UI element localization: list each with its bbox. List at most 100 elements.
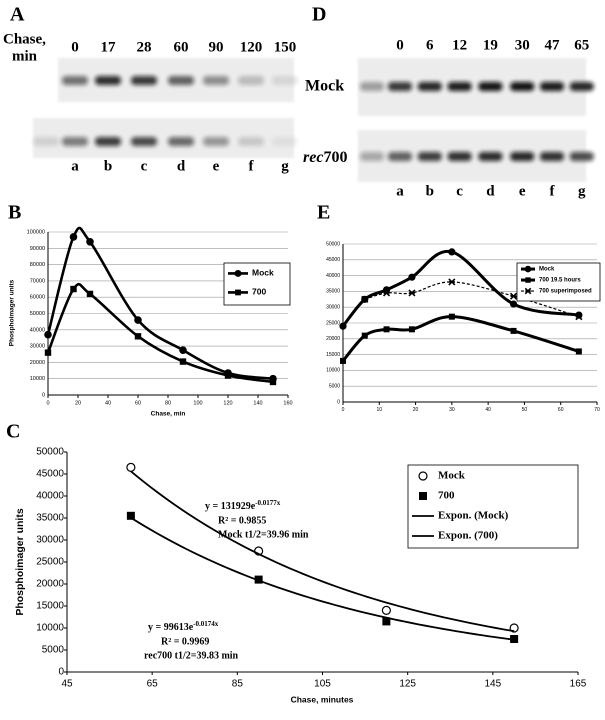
- point: [448, 278, 456, 286]
- gel-band: [447, 82, 472, 91]
- y-tick-label: 40000: [326, 273, 340, 279]
- equation: y = 131929e: [205, 501, 256, 512]
- legend-label: Mock: [438, 470, 466, 482]
- x-tick-label: 40: [105, 400, 111, 406]
- y-tick-label: 5000: [329, 384, 340, 390]
- lane-letter: b: [104, 158, 112, 174]
- x-tick-label: 60: [135, 400, 141, 406]
- lane-time: 0: [71, 39, 79, 55]
- point: [408, 273, 416, 281]
- y-tick-label: 20000: [30, 360, 45, 366]
- panel-letter: B: [8, 202, 21, 224]
- point: [575, 348, 582, 355]
- y-tick-label: 15000: [326, 352, 340, 358]
- x-tick-label: 165: [570, 679, 587, 690]
- gel-band: [131, 76, 157, 85]
- legend-marker: [234, 269, 242, 277]
- lane-time: 65: [574, 37, 589, 53]
- gel-band: [95, 76, 121, 85]
- panel-letter: A: [10, 4, 25, 26]
- x-tick-label: 70: [594, 407, 600, 413]
- lane-time: 6: [426, 37, 434, 53]
- legend-label: Expon. (Mock): [438, 510, 509, 522]
- lane-letter: a: [71, 158, 79, 174]
- x-axis-label: Chase, min: [151, 411, 186, 418]
- x-tick-label: 10: [377, 407, 383, 413]
- chase-label: min: [12, 48, 38, 64]
- x-tick-label: 160: [283, 400, 292, 406]
- point: [134, 316, 142, 324]
- y-tick-label: 30000: [30, 344, 45, 350]
- point: [510, 327, 517, 334]
- y-tick-label: 50000: [30, 311, 45, 317]
- legend-label: 700: [438, 490, 455, 502]
- lane-letter: c: [141, 158, 148, 174]
- y-tick-label: 50000: [326, 241, 340, 247]
- row-label-number: 700: [323, 149, 347, 166]
- y-tick-label: 30000: [36, 535, 64, 546]
- lane-time: 90: [209, 39, 224, 55]
- equation: y = 99613e: [148, 622, 194, 633]
- gel-band: [33, 137, 59, 146]
- y-tick-label: 35000: [326, 289, 340, 295]
- lane-letter: e: [519, 183, 526, 199]
- panel-letter: C: [6, 421, 20, 443]
- gel-band: [360, 82, 384, 91]
- annotation: R² = 0.9855: [218, 515, 266, 526]
- y-tick-label: 0: [42, 392, 45, 398]
- y-tick-label: 40000: [36, 491, 64, 502]
- gel-band: [360, 152, 384, 161]
- gel-band: [238, 76, 264, 85]
- y-tick-label: 10000: [30, 376, 45, 382]
- y-tick-label: 40000: [30, 327, 45, 333]
- gel-band: [540, 152, 564, 161]
- x-tick-label: 50: [522, 407, 528, 413]
- annotation: rec700 t1/2=39.83 min: [144, 650, 239, 661]
- lane-letter: d: [177, 158, 186, 174]
- y-tick-label: 25000: [36, 557, 64, 568]
- x-tick-label: 100: [193, 400, 202, 406]
- legend-marker: [418, 471, 428, 481]
- panel-letter: D: [312, 4, 326, 26]
- lane-time: 0: [396, 37, 404, 53]
- gel-band: [510, 152, 535, 161]
- x-tick-label: 145: [484, 679, 501, 690]
- point: [509, 292, 518, 300]
- y-tick-label: 10000: [326, 368, 340, 374]
- x-tick-label: 125: [399, 679, 416, 690]
- point: [44, 330, 52, 339]
- x-tick-label: 0: [46, 400, 49, 406]
- x-tick-label: 20: [413, 407, 419, 413]
- point: [179, 346, 187, 354]
- y-tick-label: 60000: [30, 295, 45, 301]
- point: [86, 237, 94, 246]
- x-tick-label: 85: [232, 679, 244, 690]
- x-tick-label: 65: [147, 679, 159, 690]
- x-tick-label: 45: [61, 679, 73, 690]
- y-tick-label: 45000: [36, 469, 64, 480]
- gel-band: [417, 82, 442, 91]
- exponent: -0.0177x: [255, 499, 281, 507]
- trend-line: [130, 470, 515, 633]
- gel-band: [447, 152, 472, 161]
- point: [408, 326, 415, 333]
- x-tick-label: 120: [223, 400, 232, 406]
- lane-letter: e: [213, 158, 220, 174]
- point: [381, 605, 391, 616]
- annotation: R² = 0.9969: [161, 636, 209, 647]
- x-tick-label: 140: [253, 400, 262, 406]
- y-tick-label: 0: [337, 399, 340, 405]
- y-tick-label: 5000: [42, 645, 65, 656]
- lane-time: 17: [101, 39, 117, 55]
- gel-band: [388, 152, 412, 161]
- gel-band: [510, 82, 535, 91]
- lane-time: 19: [483, 37, 498, 53]
- annotation: y = 99613e-0.0174x: [148, 620, 219, 634]
- row-label: Mock: [305, 78, 344, 95]
- y-tick-label: 15000: [36, 601, 64, 612]
- y-axis-label: Phosphoimager units: [9, 279, 16, 346]
- gel-band: [168, 76, 194, 85]
- x-tick-label: 0: [342, 407, 345, 413]
- point: [224, 372, 232, 379]
- lane-letter: c: [456, 183, 463, 199]
